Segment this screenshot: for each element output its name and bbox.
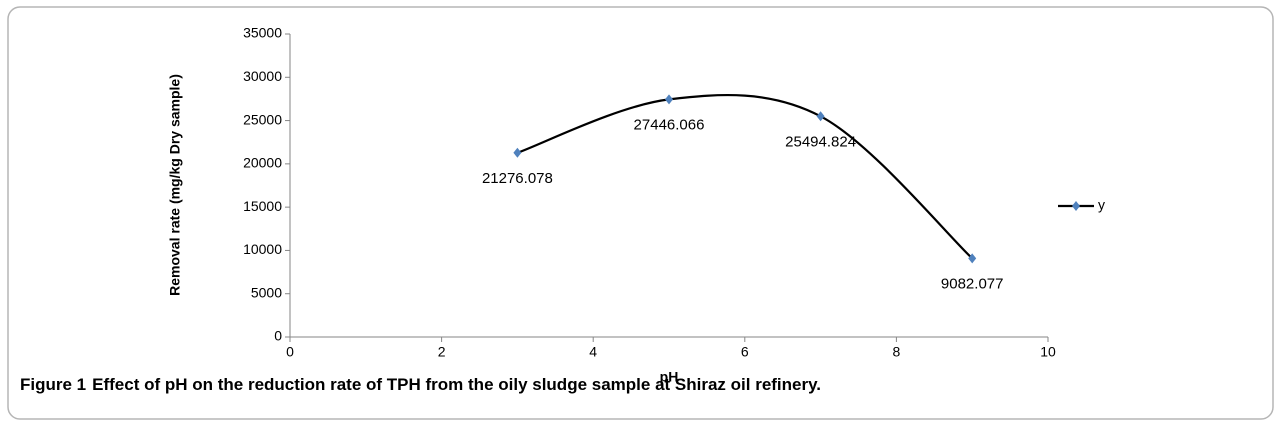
y-tick-label: 5000	[251, 284, 282, 300]
data-point	[816, 111, 825, 122]
caption-text: Effect of pH on the reduction rate of TP…	[92, 375, 821, 394]
x-tick-label: 4	[589, 344, 597, 360]
legend-marker	[1072, 201, 1080, 211]
y-tick-label: 25000	[243, 111, 282, 127]
x-axis-title: pH	[660, 369, 679, 385]
caption-label: Figure 1	[20, 375, 86, 394]
y-tick-label: 15000	[243, 198, 282, 214]
y-tick-label: 10000	[243, 241, 282, 257]
x-tick-label: 2	[438, 344, 446, 360]
y-tick-label: 30000	[243, 68, 282, 84]
data-label: 27446.066	[634, 116, 705, 133]
y-tick-label: 35000	[243, 25, 282, 41]
data-point	[513, 147, 522, 158]
x-tick-label: 6	[741, 344, 749, 360]
x-tick-label: 0	[286, 344, 294, 360]
x-tick-label: 8	[893, 344, 901, 360]
data-point	[665, 94, 673, 105]
y-axis-title: Removal rate (mg/kg Dry sample)	[167, 74, 183, 296]
caption: Figure 1 Effect of pH on the reduction ra…	[20, 375, 821, 394]
data-label: 9082.077	[941, 275, 1004, 292]
data-label: 21276.078	[482, 170, 553, 187]
series-line	[517, 93, 973, 260]
legend-label: y	[1098, 197, 1105, 213]
y-tick-label: 20000	[243, 155, 282, 171]
data-point	[968, 253, 977, 264]
data-label: 25494.824	[785, 133, 856, 150]
x-tick-label: 10	[1040, 344, 1056, 360]
y-tick-label: 0	[274, 328, 282, 344]
figure-frame	[7, 6, 1274, 420]
